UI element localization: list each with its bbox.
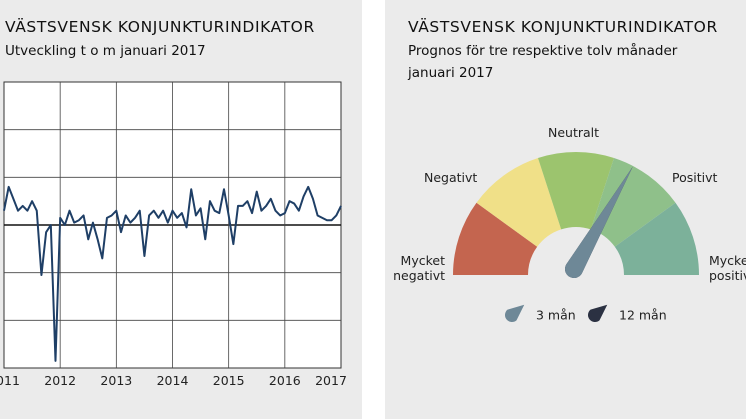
x-tick-label: 2011 [0, 373, 20, 388]
x-tick-label: 2013 [100, 373, 132, 388]
gauge-band [453, 202, 538, 275]
legend-marker [588, 304, 608, 322]
chart-subtitle: Prognos för tre respektive tolv månader … [408, 43, 678, 81]
gauge-band [476, 158, 562, 247]
gauge-band [614, 202, 699, 275]
gauge-label: Neutralt [548, 125, 600, 140]
gauge-band [590, 158, 676, 247]
gauge-label: Mycket negativt [393, 253, 445, 283]
x-tick-label: 2016 [269, 373, 301, 388]
x-tick-label: 2014 [157, 373, 189, 388]
chart-subtitle: Utveckling t o m januari 2017 [5, 43, 206, 59]
gauge-needle [565, 166, 633, 278]
x-tick-label: 2012 [44, 373, 76, 388]
line [3, 185, 342, 362]
chart-title: VÄSTSVENSK KONJUNKTURINDIKATOR [5, 18, 315, 36]
legend-label: 3 mån [536, 308, 576, 323]
x-tick-label: 2015 [213, 373, 245, 388]
legend-marker [505, 304, 525, 322]
gauge-band [537, 151, 615, 230]
legend-label: 12 mån [619, 308, 667, 323]
gauge-label: Mycket positivt [709, 253, 746, 283]
x-tick-label: 2017 [315, 373, 347, 388]
chart-title: VÄSTSVENSK KONJUNKTURINDIKATOR [408, 18, 718, 36]
gauge-label: Negativt [424, 170, 478, 185]
gauge-label: Positivt [672, 170, 718, 185]
